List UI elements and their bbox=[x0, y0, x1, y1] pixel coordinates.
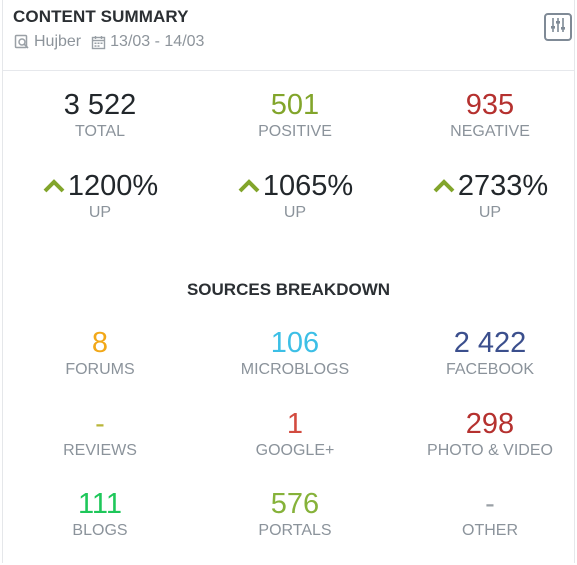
positive-change-value: 1065% bbox=[262, 170, 354, 202]
source-microblogs: 106 MICROBLOGS bbox=[200, 326, 390, 380]
source-other: - OTHER bbox=[395, 487, 577, 541]
total-value: 3 522 bbox=[63, 89, 137, 121]
calendar-icon bbox=[91, 35, 106, 50]
googleplus-value: 1 bbox=[286, 408, 304, 440]
facebook-label: FACEBOOK bbox=[445, 361, 535, 378]
card-subline: Hujber 13/03 - 14/03 bbox=[14, 33, 204, 51]
negative-change: 2733% UP bbox=[395, 169, 577, 223]
photo-video-label: PHOTO & VIDEO bbox=[427, 442, 553, 459]
forums-value: 8 bbox=[91, 327, 109, 359]
total-change: 1200% UP bbox=[5, 169, 195, 223]
negative-stat: 935 NEGATIVE bbox=[395, 88, 577, 142]
blogs-value: 111 bbox=[77, 488, 123, 520]
source-forums: 8 FORUMS bbox=[5, 326, 195, 380]
facebook-value: 2 422 bbox=[453, 327, 527, 359]
photo-video-value: 298 bbox=[465, 408, 515, 440]
arrow-up-icon bbox=[238, 179, 260, 193]
reviews-value: - bbox=[95, 408, 105, 440]
positive-change: 1065% UP bbox=[200, 169, 390, 223]
total-change-label: UP bbox=[88, 204, 112, 221]
positive-stat: 501 POSITIVE bbox=[200, 88, 390, 142]
portals-value: 576 bbox=[270, 488, 320, 520]
microblogs-value: 106 bbox=[270, 327, 320, 359]
card-header: CONTENT SUMMARY Hujber bbox=[3, 0, 574, 71]
source-googleplus: 1 GOOGLE+ bbox=[200, 407, 390, 461]
source-photo-video: 298 PHOTO & VIDEO bbox=[395, 407, 577, 461]
microblogs-label: MICROBLOGS bbox=[240, 361, 350, 378]
portals-label: PORTALS bbox=[258, 522, 332, 539]
source-blogs: 111 BLOGS bbox=[5, 487, 195, 541]
sliders-icon bbox=[549, 16, 567, 39]
card-title: CONTENT SUMMARY bbox=[13, 7, 189, 26]
blogs-label: BLOGS bbox=[72, 522, 128, 539]
negative-change-label: UP bbox=[478, 204, 502, 221]
positive-change-label: UP bbox=[283, 204, 307, 221]
negative-change-value: 2733% bbox=[457, 170, 549, 202]
settings-button[interactable] bbox=[544, 13, 572, 41]
arrow-up-icon bbox=[433, 179, 455, 193]
arrow-up-icon bbox=[43, 179, 65, 193]
sources-breakdown-title: SOURCES BREAKDOWN bbox=[186, 280, 391, 299]
forums-label: FORUMS bbox=[65, 361, 135, 378]
googleplus-label: GOOGLE+ bbox=[255, 442, 335, 459]
negative-label: NEGATIVE bbox=[450, 123, 530, 140]
source-reviews: - REVIEWS bbox=[5, 407, 195, 461]
source-portals: 576 PORTALS bbox=[200, 487, 390, 541]
date-range[interactable]: 13/03 - 14/03 bbox=[110, 33, 205, 50]
reviews-label: REVIEWS bbox=[63, 442, 137, 459]
total-change-value: 1200% bbox=[67, 170, 159, 202]
positive-value: 501 bbox=[270, 89, 320, 121]
other-value: - bbox=[485, 488, 495, 520]
total-stat: 3 522 TOTAL bbox=[5, 88, 195, 142]
positive-label: POSITIVE bbox=[258, 123, 332, 140]
total-label: TOTAL bbox=[74, 123, 126, 140]
source-name[interactable]: Hujber bbox=[34, 33, 82, 50]
other-label: OTHER bbox=[462, 522, 518, 539]
source-search-icon bbox=[14, 34, 30, 50]
source-facebook: 2 422 FACEBOOK bbox=[395, 326, 577, 380]
negative-value: 935 bbox=[465, 89, 515, 121]
